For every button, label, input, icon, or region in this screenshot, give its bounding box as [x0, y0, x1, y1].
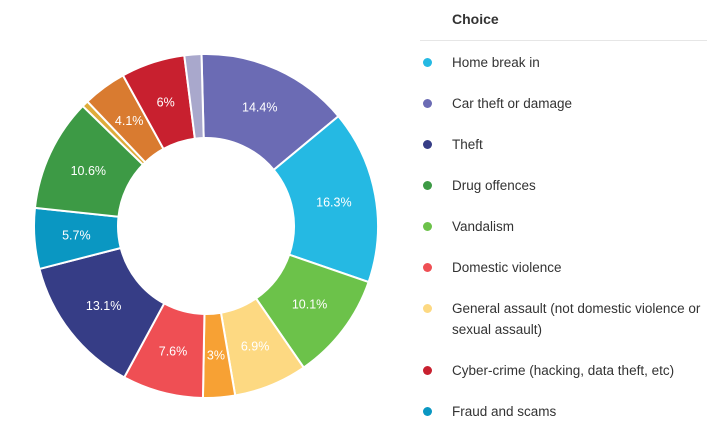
legend-swatch-icon: [423, 222, 432, 231]
legend-label: Theft: [452, 137, 483, 152]
legend-label: Home break in: [452, 55, 540, 70]
legend-swatch-icon: [423, 366, 432, 375]
legend-label: Fraud and scams: [452, 404, 557, 419]
legend-item[interactable]: Vandalism: [420, 218, 707, 237]
slice-value-label: 6%: [157, 95, 175, 109]
legend-swatch-icon: [423, 263, 432, 272]
donut-slice[interactable]: [272, 114, 379, 284]
slice-value-label: 14.4%: [242, 101, 277, 115]
slice-value-label: 16.3%: [316, 196, 351, 210]
donut-labels: 14.4% 16.3% 10.1% 6.9% 3% 7.6% 13.1% 5.7% 10.6% 4…: [62, 95, 352, 362]
donut-slices: [33, 53, 379, 399]
slice-value-label: 10.6%: [71, 164, 106, 178]
legend-item[interactable]: Domestic violence: [420, 259, 707, 278]
slice-value-label: 5.7%: [62, 229, 91, 243]
legend-swatch-icon: [423, 58, 432, 67]
legend-item[interactable]: Fraud and scams: [420, 403, 707, 422]
legend-item[interactable]: Drug offences: [420, 177, 707, 196]
legend-swatch-icon: [423, 140, 432, 149]
legend-label: Domestic violence: [452, 260, 562, 275]
legend-label: Drug offences: [452, 178, 536, 193]
legend-item[interactable]: Home break in: [420, 54, 707, 73]
donut-chart: 14.4% 16.3% 10.1% 6.9% 3% 7.6% 13.1% 5.7% 10.6% 4…: [33, 53, 379, 399]
slice-value-label: 6.9%: [241, 339, 270, 353]
legend-label: Vandalism: [452, 219, 515, 234]
slice-value-label: 3%: [207, 349, 225, 363]
legend-label: Car theft or damage: [452, 96, 573, 111]
legend-item[interactable]: Theft: [420, 136, 707, 155]
legend-divider: [420, 40, 707, 41]
slice-value-label: 7.6%: [159, 345, 188, 359]
legend-label: General assault (not domestic violence o…: [452, 301, 701, 337]
legend-item[interactable]: General assault (not domestic violence o…: [420, 300, 707, 340]
slice-value-label: 10.1%: [292, 298, 327, 312]
legend-item[interactable]: Cyber-crime (hacking, data theft, etc): [420, 362, 707, 381]
legend-title: Choice: [452, 11, 499, 27]
legend-swatch-icon: [423, 99, 432, 108]
legend-item[interactable]: Car theft or damage: [420, 95, 707, 114]
legend-label: Cyber-crime (hacking, data theft, etc): [452, 363, 675, 378]
legend-swatch-icon: [423, 304, 432, 313]
slice-value-label: 13.1%: [86, 299, 121, 313]
legend-swatch-icon: [423, 181, 432, 190]
legend-swatch-icon: [423, 407, 432, 416]
donut-slice[interactable]: [183, 53, 205, 140]
slice-value-label: 4.1%: [115, 114, 144, 128]
